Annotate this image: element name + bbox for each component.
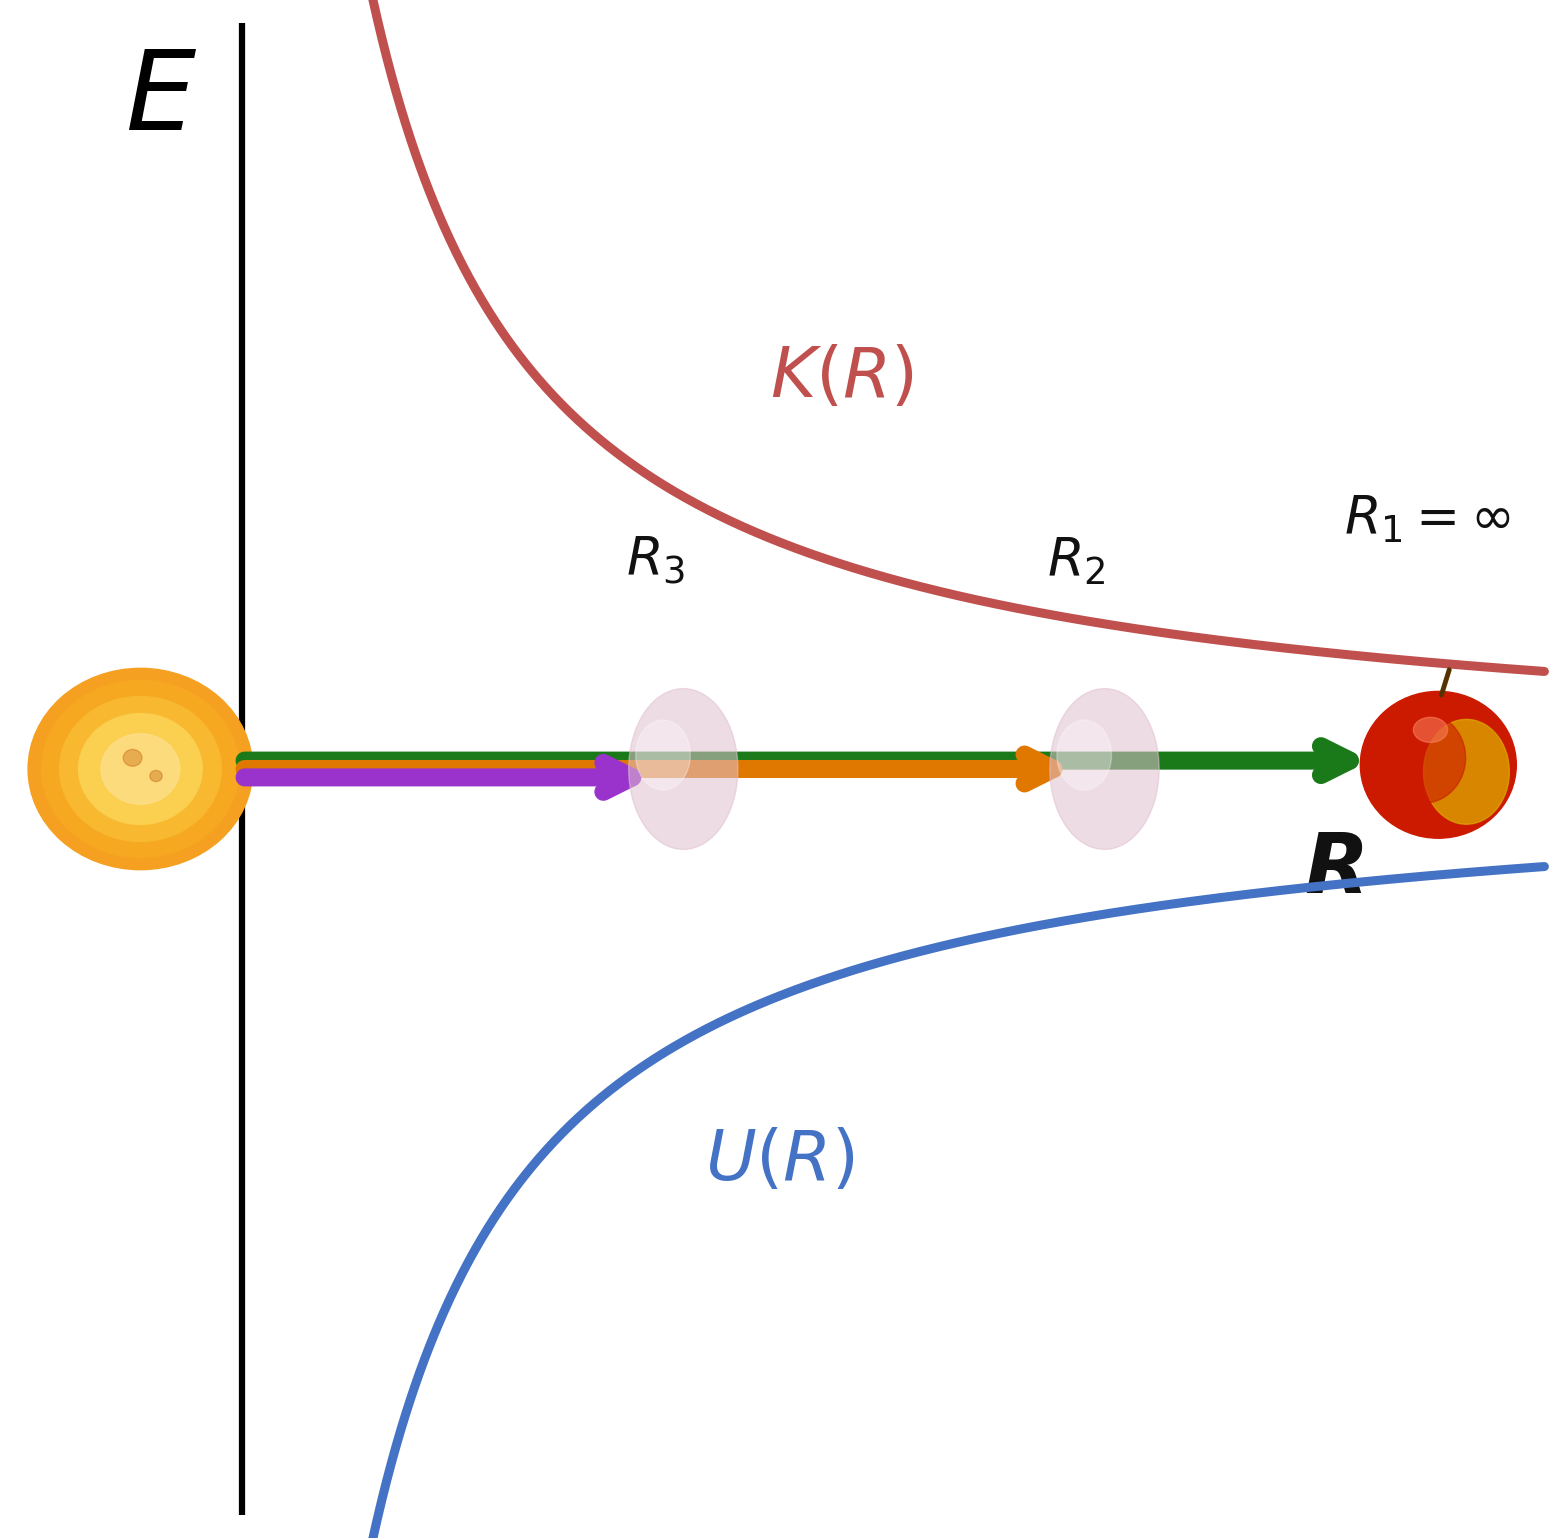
- Text: $R_1 = \infty$: $R_1 = \infty$: [1345, 494, 1510, 546]
- Circle shape: [150, 771, 162, 781]
- Ellipse shape: [1050, 689, 1159, 849]
- Circle shape: [123, 749, 142, 766]
- Ellipse shape: [1058, 720, 1111, 791]
- Circle shape: [59, 697, 222, 841]
- Circle shape: [78, 714, 203, 824]
- Circle shape: [28, 669, 253, 869]
- Ellipse shape: [1413, 717, 1448, 743]
- Ellipse shape: [1423, 720, 1510, 824]
- Ellipse shape: [629, 689, 738, 849]
- Text: $\mathit{K(R)}$: $\mathit{K(R)}$: [771, 345, 914, 411]
- Circle shape: [42, 680, 239, 858]
- Ellipse shape: [636, 720, 690, 791]
- Ellipse shape: [1381, 712, 1466, 803]
- Text: $\mathit{U(R)}$: $\mathit{U(R)}$: [705, 1127, 855, 1193]
- Text: $R_2$: $R_2$: [1047, 535, 1106, 588]
- Text: $\boldsymbol{R}$: $\boldsymbol{R}$: [1304, 829, 1363, 909]
- Circle shape: [101, 734, 179, 804]
- Ellipse shape: [1360, 692, 1516, 838]
- Text: $R_3$: $R_3$: [626, 535, 685, 588]
- Text: $E$: $E$: [125, 46, 197, 154]
